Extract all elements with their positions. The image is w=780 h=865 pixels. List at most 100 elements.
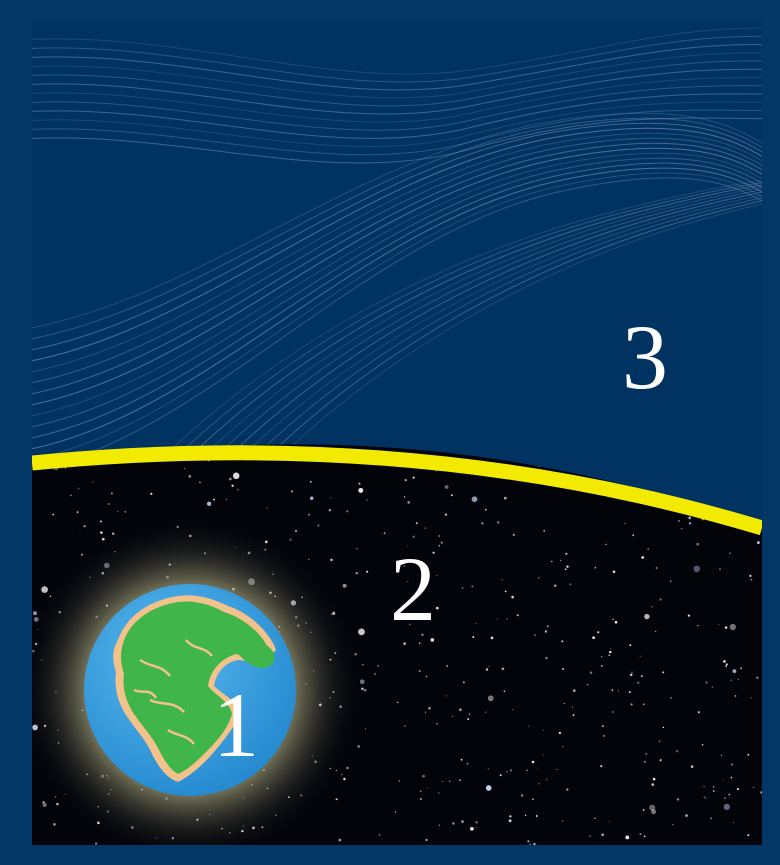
star (501, 667, 505, 671)
wave-line (32, 109, 762, 156)
wave-line (32, 93, 762, 139)
star (460, 758, 463, 761)
star (696, 542, 700, 546)
star (610, 648, 612, 650)
star (722, 779, 724, 781)
star (396, 701, 399, 704)
star (516, 614, 519, 617)
star (110, 492, 113, 495)
label-2: 2 (390, 538, 436, 640)
wave-line (175, 184, 762, 471)
star (600, 665, 603, 667)
star (566, 788, 569, 791)
star (655, 630, 657, 633)
wave-line (32, 157, 762, 428)
star (729, 623, 736, 631)
star (461, 586, 464, 589)
wave-line (32, 132, 762, 373)
star (632, 534, 635, 537)
star (658, 740, 661, 743)
star (403, 642, 406, 645)
wave-line (32, 127, 762, 362)
star (601, 725, 604, 728)
star (425, 838, 428, 842)
star (629, 644, 632, 647)
star (467, 718, 470, 721)
wave-line (32, 147, 762, 406)
star (409, 623, 411, 626)
wave-line (32, 27, 762, 75)
star (499, 774, 502, 777)
star (756, 676, 759, 679)
star (609, 821, 611, 822)
star (511, 595, 514, 599)
star (472, 635, 475, 639)
star (730, 776, 733, 779)
star (538, 577, 540, 579)
star (649, 804, 656, 811)
star (53, 823, 56, 826)
star (637, 681, 640, 685)
star (468, 713, 470, 715)
star (83, 525, 86, 528)
star (697, 711, 700, 714)
star (342, 583, 347, 588)
star (484, 711, 487, 714)
star (572, 714, 575, 717)
star (475, 622, 477, 624)
star (308, 558, 310, 561)
star (703, 785, 705, 788)
star (107, 502, 110, 506)
yellow-boundary-curve (32, 445, 762, 536)
star (310, 496, 314, 500)
star (724, 797, 726, 800)
star (470, 826, 474, 831)
star (94, 842, 98, 845)
star (710, 817, 713, 820)
wave-line (32, 122, 762, 351)
star (503, 496, 507, 500)
star (92, 481, 94, 483)
star (645, 753, 647, 755)
star (330, 558, 333, 562)
star (566, 565, 569, 568)
star (501, 579, 503, 581)
star (571, 706, 574, 708)
star (559, 559, 562, 562)
star (503, 690, 506, 692)
star (569, 583, 572, 586)
star (526, 769, 528, 772)
star (724, 626, 728, 629)
star (608, 654, 611, 657)
star (438, 824, 441, 826)
star (527, 840, 530, 843)
star (471, 585, 474, 588)
star (506, 770, 508, 773)
star (678, 519, 680, 522)
star (99, 520, 102, 523)
star (612, 570, 616, 574)
star (561, 820, 564, 822)
star (538, 783, 540, 785)
star (536, 767, 538, 769)
star (737, 678, 740, 681)
star (533, 842, 536, 845)
star (614, 620, 618, 624)
wave-line (162, 182, 762, 471)
star (358, 482, 361, 485)
star (532, 798, 534, 801)
star (662, 726, 665, 729)
star (424, 527, 427, 529)
star (237, 488, 239, 491)
star (490, 636, 494, 640)
star (459, 779, 461, 782)
star (687, 614, 691, 617)
star (424, 711, 427, 713)
star (612, 618, 614, 621)
star (290, 490, 294, 493)
wave-line (266, 203, 762, 471)
star (644, 613, 650, 620)
star (685, 814, 688, 817)
wave-line (32, 60, 762, 107)
